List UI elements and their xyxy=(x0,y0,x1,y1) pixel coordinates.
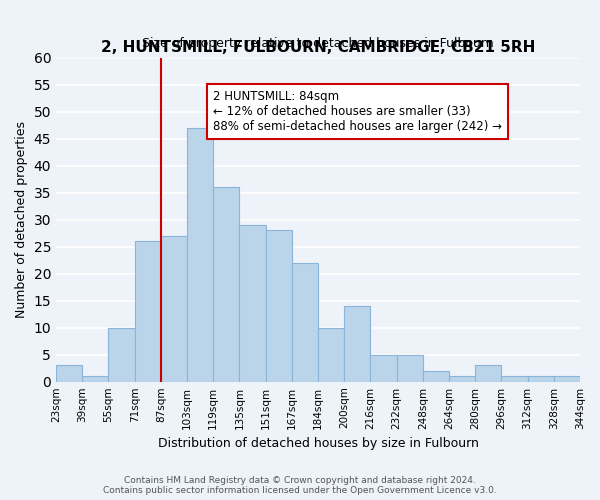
Text: 2 HUNTSMILL: 84sqm
← 12% of detached houses are smaller (33)
88% of semi-detache: 2 HUNTSMILL: 84sqm ← 12% of detached hou… xyxy=(213,90,502,133)
Bar xyxy=(502,376,527,382)
Bar xyxy=(370,354,397,382)
Bar xyxy=(554,376,580,382)
Bar xyxy=(292,263,318,382)
Bar xyxy=(344,306,370,382)
Bar xyxy=(266,230,292,382)
Text: Contains HM Land Registry data © Crown copyright and database right 2024.
Contai: Contains HM Land Registry data © Crown c… xyxy=(103,476,497,495)
Bar xyxy=(475,366,502,382)
Bar xyxy=(239,225,266,382)
Bar xyxy=(134,242,161,382)
Bar xyxy=(213,187,239,382)
Bar xyxy=(449,376,475,382)
Bar xyxy=(397,354,423,382)
Bar xyxy=(318,328,344,382)
X-axis label: Distribution of detached houses by size in Fulbourn: Distribution of detached houses by size … xyxy=(158,437,478,450)
Bar xyxy=(527,376,554,382)
Bar xyxy=(187,128,213,382)
Bar xyxy=(82,376,109,382)
Y-axis label: Number of detached properties: Number of detached properties xyxy=(15,121,28,318)
Bar xyxy=(109,328,134,382)
Bar xyxy=(423,371,449,382)
Bar xyxy=(56,366,82,382)
Text: Size of property relative to detached houses in Fulbourn: Size of property relative to detached ho… xyxy=(142,36,494,50)
Bar xyxy=(161,236,187,382)
Title: 2, HUNTSMILL, FULBOURN, CAMBRIDGE, CB21 5RH: 2, HUNTSMILL, FULBOURN, CAMBRIDGE, CB21 … xyxy=(101,40,535,55)
